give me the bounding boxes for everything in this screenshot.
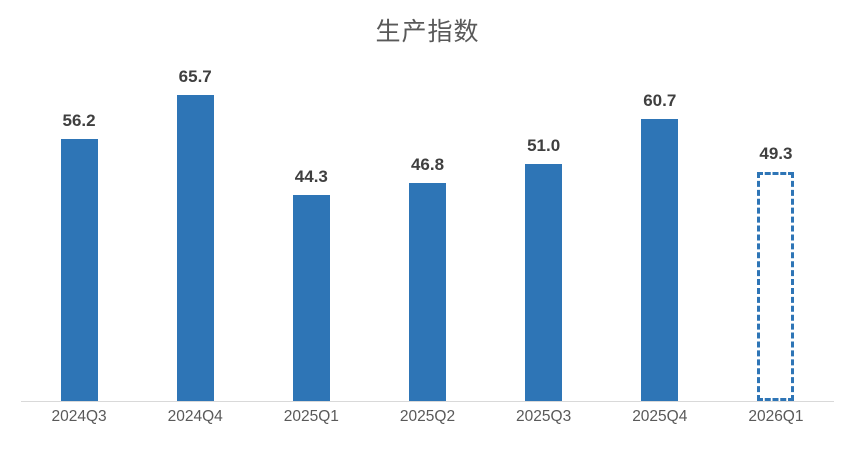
bar-2025q2 [408,183,446,401]
bars-container: 56.2 65.7 44.3 46.8 51.0 60.7 49.3 [21,52,834,401]
bar-2024q3 [60,139,98,401]
forecast-bar-2026q1 [757,172,795,401]
bar-column: 56.2 [21,52,137,401]
bar-2025q4 [641,119,679,401]
bar-2024q4 [176,95,214,401]
data-label: 49.3 [759,144,793,163]
x-tick-label: 2026Q1 [748,408,804,425]
bar-column: 49.3 [718,52,834,401]
bar-column: 44.3 [253,52,369,401]
x-tick-label: 2024Q4 [167,408,223,425]
x-tick-label: 2025Q3 [516,408,572,425]
data-label: 56.2 [62,111,96,130]
bar-column: 60.7 [602,52,718,401]
bar-column: 65.7 [137,52,253,401]
x-axis-tick-labels: 2024Q3 2024Q4 2025Q1 2025Q2 2025Q3 2025Q4 2026… [21,408,834,426]
bar-column: 51.0 [486,52,602,401]
chart-title: 生产指数 [375,17,480,46]
x-tick-label: 2024Q3 [51,408,107,425]
data-label: 51.0 [527,136,561,155]
bar-2025q3 [525,164,563,401]
bar-column: 46.8 [369,52,485,401]
x-tick-label: 2025Q1 [283,408,339,425]
plot-area: 56.2 65.7 44.3 46.8 51.0 60.7 49.3 [21,52,834,402]
bar-2025q1 [292,195,330,401]
data-label: 46.8 [410,155,445,174]
x-tick-label: 2025Q2 [399,408,456,425]
data-label: 65.7 [178,67,212,86]
x-tick-label: 2025Q4 [632,408,688,425]
data-label: 44.3 [294,167,328,186]
data-label: 60.7 [643,91,677,110]
